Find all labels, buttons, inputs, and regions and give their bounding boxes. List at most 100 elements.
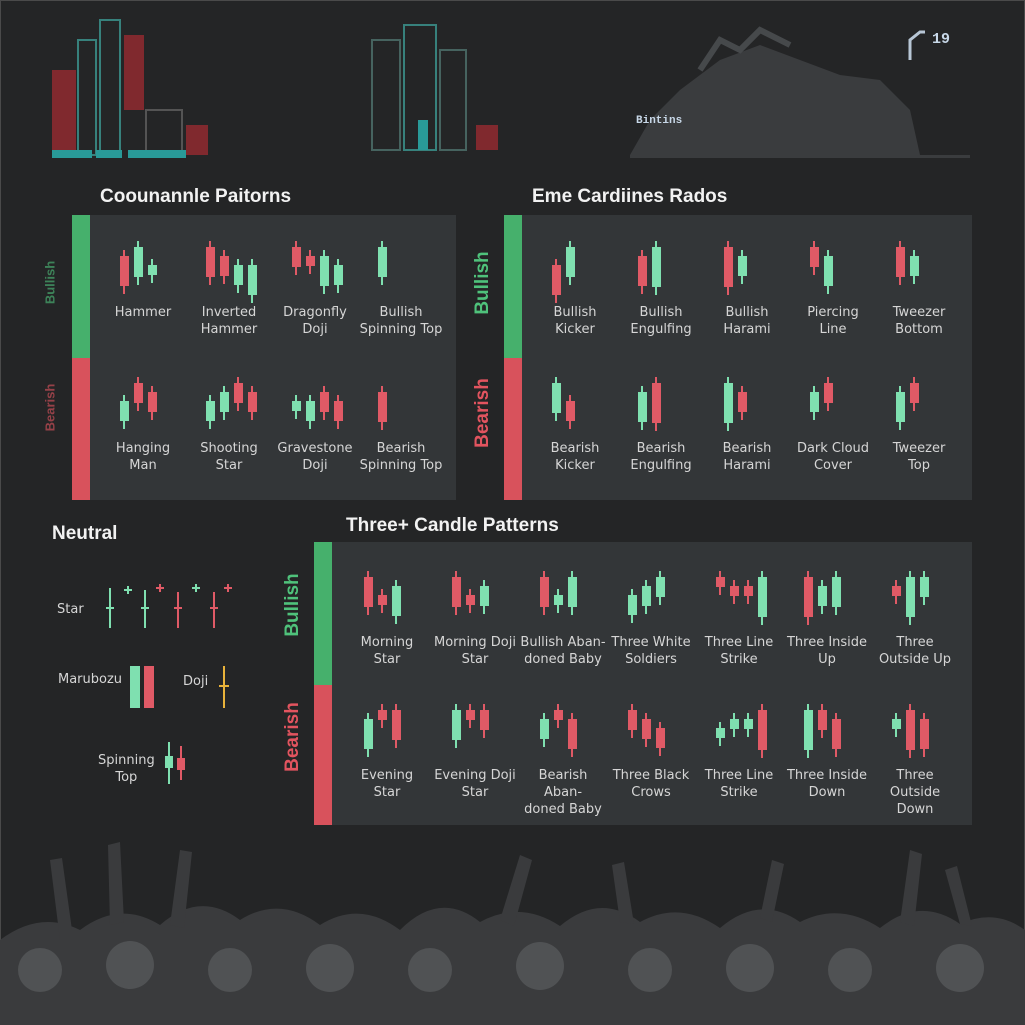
pattern-label-line2: doned Baby bbox=[524, 802, 602, 817]
neutral-spinning-l1: Spinning bbox=[98, 753, 155, 768]
single-bull-pattern-0-body-2 bbox=[148, 265, 157, 275]
pattern-label: Piercing Line bbox=[789, 304, 877, 338]
pattern-label-line1: Three Outside bbox=[889, 768, 941, 800]
pattern-label: Shooting Star bbox=[185, 440, 273, 474]
single-bull-pattern-3: Bullish Spinning Top bbox=[357, 232, 445, 338]
three-bull-pattern-0-body-2 bbox=[392, 586, 401, 616]
pattern-label: Bearish Aban-doned Baby bbox=[519, 767, 607, 818]
two-bull-pattern-4-body-0 bbox=[896, 247, 905, 277]
two-bear-pattern-3-icon bbox=[810, 377, 833, 420]
three-bear-bar bbox=[314, 685, 332, 825]
three-bear-pattern-4-icon bbox=[716, 704, 767, 758]
pattern-label-line1: Hammer bbox=[114, 305, 172, 320]
two-bear-pattern-0-body-1 bbox=[566, 401, 575, 421]
single-bear-pattern-0-body-0 bbox=[120, 401, 129, 421]
pattern-label: Three Inside Up bbox=[783, 634, 871, 668]
pattern-label: Three Black Crows bbox=[607, 767, 695, 801]
pattern-label-line2: Doji bbox=[302, 458, 328, 473]
three-bear-pattern-2-body-0 bbox=[540, 719, 549, 739]
three-bear-pattern-5-body-2 bbox=[832, 719, 841, 749]
three-bear-pattern-5: Three Inside Down bbox=[783, 695, 871, 801]
two-bull-pattern-1-body-1 bbox=[652, 247, 661, 287]
pattern-label-line1: Three bbox=[896, 635, 934, 650]
three-bear-pattern-5-body-1 bbox=[818, 710, 827, 730]
pattern-label: Three Line Strike bbox=[695, 634, 783, 668]
pattern-label-line1: Bearish bbox=[550, 441, 600, 456]
three-bull-pattern-3-body-0 bbox=[628, 595, 637, 615]
pattern-label-line1: Tweezer bbox=[892, 305, 946, 320]
pattern-label: Tweezer Bottom bbox=[875, 304, 963, 338]
two-bull-pattern-0: Bullish Kicker bbox=[531, 232, 619, 338]
two-bear-pattern-1: Bearish Engulfing bbox=[617, 368, 705, 474]
two-bear-pattern-0-icon bbox=[552, 377, 575, 429]
two-bear-bar bbox=[504, 358, 522, 500]
three-bull-pattern-6-body-2 bbox=[920, 577, 929, 597]
two-bull-pattern-2-body-0 bbox=[724, 247, 733, 287]
three-bear-pattern-6-body-1 bbox=[906, 710, 915, 750]
three-bull-pattern-5: Three Inside Up bbox=[783, 562, 871, 668]
three-bull-pattern-0-icon bbox=[364, 571, 401, 624]
two-bear-pattern-1-body-0 bbox=[638, 392, 647, 422]
three-bull-pattern-6-body-0 bbox=[892, 586, 901, 596]
single-bear-pattern-0-body-2 bbox=[148, 392, 157, 412]
three-bull-pattern-5-body-2 bbox=[832, 577, 841, 607]
three-bear-pattern-2: Bearish Aban-doned Baby bbox=[519, 695, 607, 818]
single-bull-pattern-0-icon bbox=[120, 241, 157, 294]
pattern-label-line1: Piercing bbox=[807, 305, 859, 320]
pattern-label-line2: Man bbox=[129, 458, 157, 473]
pattern-label-line1: Three Line bbox=[704, 635, 774, 650]
pattern-label: Three Inside Down bbox=[783, 767, 871, 801]
three-bear-pattern-6-body-0 bbox=[892, 719, 901, 729]
pattern-label: Three White Soldiers bbox=[607, 634, 695, 668]
two-bull-pattern-4-body-1 bbox=[910, 256, 919, 276]
two-bull-pattern-2: Bullish Harami bbox=[703, 232, 791, 338]
three-bull-pattern-6-body-1 bbox=[906, 577, 915, 617]
pattern-label-line1: Bearish bbox=[722, 441, 772, 456]
pattern-label: Three Outside Up bbox=[871, 634, 959, 668]
three-bear-pattern-6-icon bbox=[892, 704, 929, 758]
three-bear-pattern-3-icon bbox=[628, 704, 665, 756]
three-bull-pattern-2-body-2 bbox=[568, 577, 577, 607]
three-candle-title: Three+ Candle Patterns bbox=[346, 515, 559, 536]
pattern-label-line2: Doji bbox=[302, 322, 328, 337]
pattern-label-line1: Bearish Aban- bbox=[538, 768, 588, 800]
single-bear-pattern-1-body-0 bbox=[206, 401, 215, 421]
pattern-label-line1: Bullish bbox=[379, 305, 423, 320]
three-bull-pattern-5-body-1 bbox=[818, 586, 827, 606]
pattern-label-line2: Spinning Top bbox=[359, 458, 443, 473]
pattern-label: Bearish Kicker bbox=[531, 440, 619, 474]
neutral-marubozu-candles bbox=[130, 666, 154, 708]
neutral-spinning-label: Spinning Top bbox=[98, 752, 155, 786]
skyline-label: Bintins bbox=[636, 115, 683, 127]
pattern-label-line1: Hanging bbox=[115, 441, 171, 456]
three-bear-pattern-1-icon bbox=[452, 704, 489, 748]
single-bull-pattern-2: Dragonfly Doji bbox=[271, 232, 359, 338]
three-bear-side-label: Bearish bbox=[282, 702, 303, 772]
pattern-label-line1: Inverted bbox=[201, 305, 257, 320]
pattern-label: Evening Doji Star bbox=[431, 767, 519, 801]
single-bull-pattern-1-icon bbox=[206, 241, 257, 303]
three-bull-pattern-3: Three White Soldiers bbox=[607, 562, 695, 668]
pattern-label-line2: Crows bbox=[631, 785, 671, 800]
single-bull-pattern-2-body-2 bbox=[320, 256, 329, 286]
pattern-label-line2: Down bbox=[808, 785, 846, 800]
pattern-label: Bearish Harami bbox=[703, 440, 791, 474]
pattern-label-line1: Tweezer bbox=[892, 441, 946, 456]
single-bear-pattern-3-icon bbox=[378, 386, 387, 430]
single-bear-pattern-2-body-1 bbox=[306, 401, 315, 421]
three-bear-pattern-3-body-2 bbox=[656, 728, 665, 748]
neutral-doji-label: Doji bbox=[183, 674, 209, 689]
pattern-label-line2: Spinning Top bbox=[359, 322, 443, 337]
pattern-label-line1: Gravestone bbox=[277, 441, 353, 456]
single-bear-pattern-1-body-3 bbox=[248, 392, 257, 412]
pattern-label-line2: Strike bbox=[720, 785, 758, 800]
pattern-label-line2: Top bbox=[908, 458, 930, 473]
pattern-label-line1: Three Line bbox=[704, 768, 774, 783]
single-bear-pattern-1-body-1 bbox=[220, 392, 229, 412]
single-bear-pattern-0: Hanging Man bbox=[99, 368, 187, 474]
three-bull-pattern-0: Morning Star bbox=[343, 562, 431, 668]
pattern-label-line2: Down bbox=[896, 802, 934, 817]
pattern-label-line1: Three White bbox=[611, 635, 691, 650]
two-bull-pattern-1-icon bbox=[638, 241, 661, 295]
three-bear-pattern-5-body-0 bbox=[804, 710, 813, 750]
